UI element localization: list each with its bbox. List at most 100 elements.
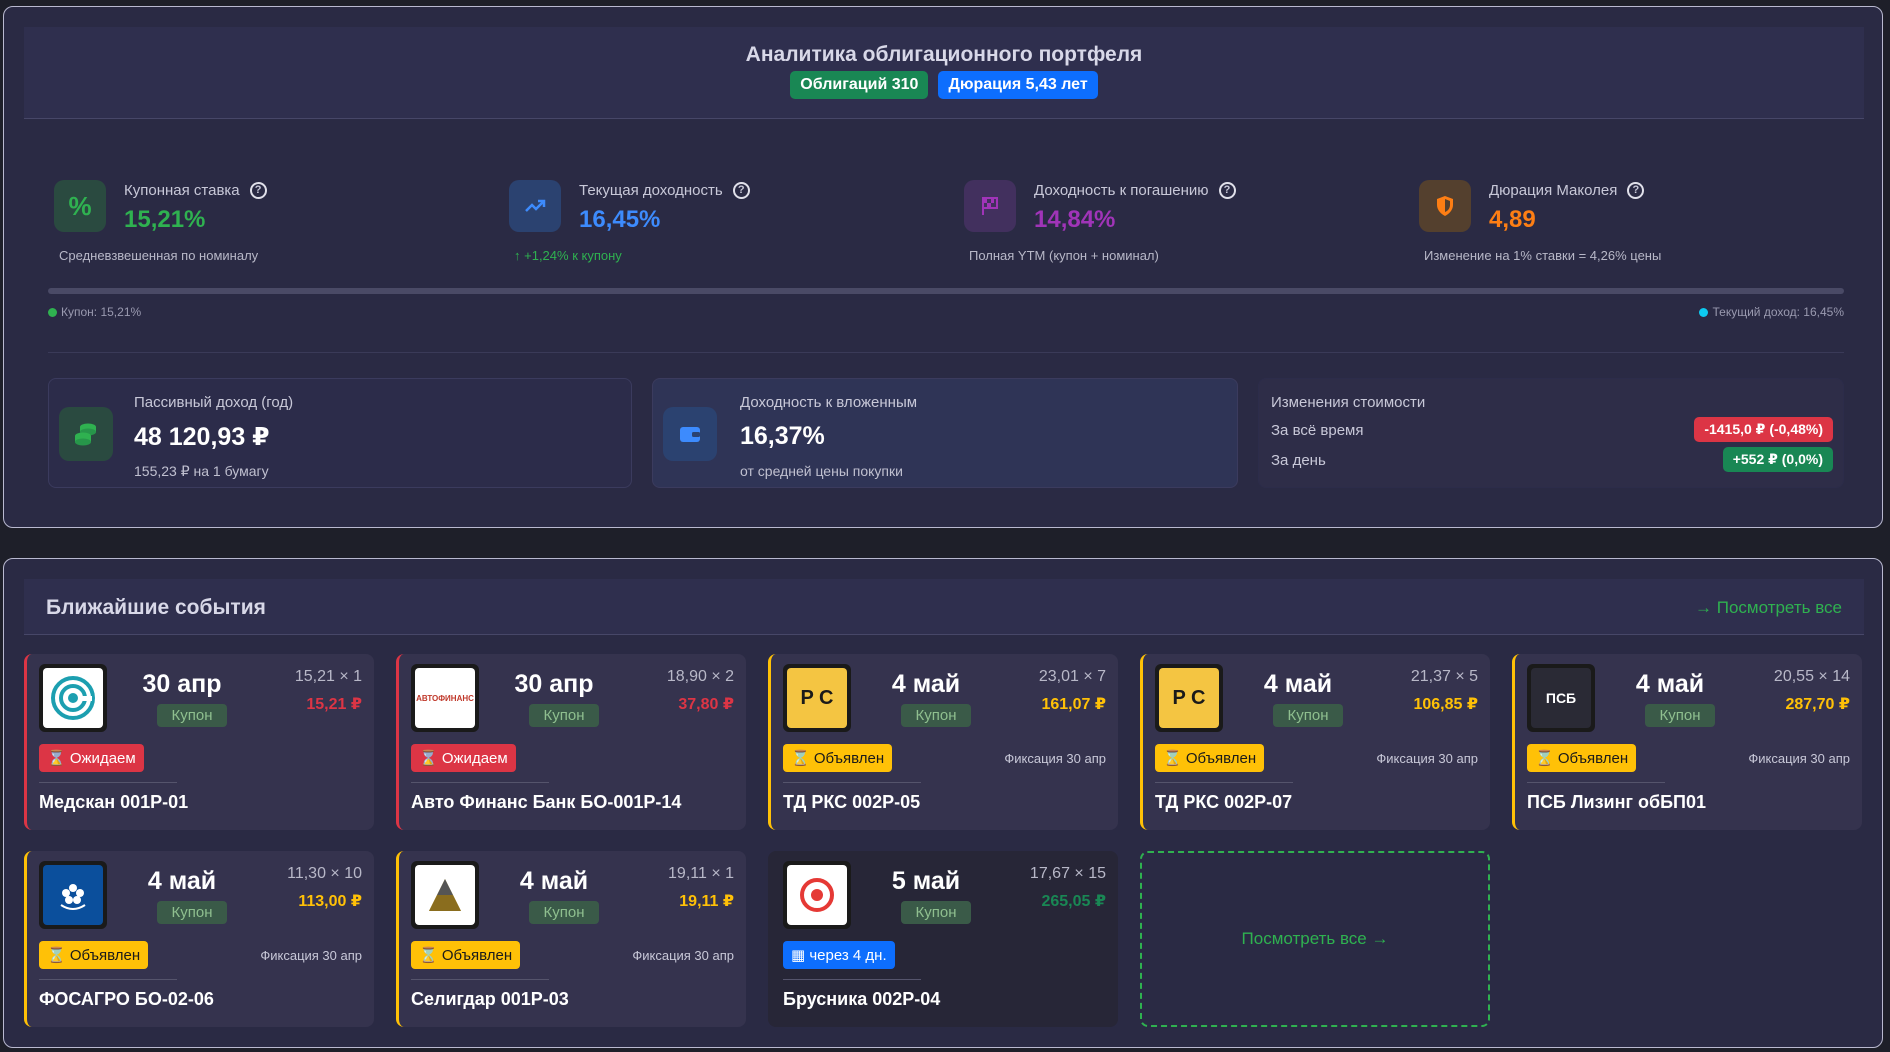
- value-changes-title: Изменения стоимости: [1271, 394, 1426, 411]
- invested-yield-card: Доходность к вложенным 16,37% от средней…: [652, 378, 1238, 488]
- event-card[interactable]: 4 май Купон 11,30 × 10 113,00 ₽ ⌛ Объявл…: [24, 851, 374, 1027]
- all-time-change-badge: -1415,0 ₽ (-0,48%): [1694, 417, 1833, 442]
- day-label: За день: [1271, 452, 1326, 469]
- value-changes-card: Изменения стоимости За всё время -1415,0…: [1258, 378, 1844, 488]
- event-amount: 265,05 ₽: [1041, 893, 1106, 910]
- metric-label: Доходность к погашению: [1034, 182, 1209, 199]
- event-fixation: Фиксация 30 апр: [1376, 751, 1478, 766]
- bonds-count-badge: Облигаций 310: [790, 71, 929, 99]
- event-amount: 106,85 ₽: [1413, 696, 1478, 713]
- event-bond-name: ТД РКС 002Р-05: [783, 792, 921, 812]
- event-qty: 21,37 × 5: [1410, 668, 1478, 685]
- event-card[interactable]: P C 4 май Купон 23,01 × 7 161,07 ₽ ⌛ Объ…: [768, 654, 1118, 830]
- metric-value: 15,21%: [124, 206, 206, 233]
- event-card[interactable]: 5 май Купон 17,67 × 15 265,05 ₽ ▦ через …: [768, 851, 1118, 1027]
- rks-logo: P C: [1155, 664, 1223, 732]
- hourglass-icon: ⌛: [47, 750, 66, 767]
- event-amount: 37,80 ₽: [678, 696, 734, 713]
- metric-value: 4,89: [1489, 206, 1536, 233]
- event-fixation: Фиксация 30 апр: [632, 948, 734, 963]
- hourglass-icon: ⌛: [419, 750, 438, 767]
- event-card[interactable]: P C 4 май Купон 21,37 × 5 106,85 ₽ ⌛ Объ…: [1140, 654, 1490, 830]
- medscan-logo: [39, 664, 107, 732]
- metric-sub: Полная YTM (купон + номинал): [969, 248, 1159, 263]
- metric-macaulay-duration: Дюрация Маколея? 4,89 Изменение на 1% ст…: [1419, 172, 1859, 272]
- event-date: 5 май: [891, 867, 961, 895]
- metric-label: Текущая доходность: [579, 182, 723, 199]
- event-bond-name: Медскан 001Р-01: [39, 792, 189, 812]
- duration-badge: Дюрация 5,43 лет: [938, 71, 1098, 99]
- hourglass-icon: ⌛: [1163, 750, 1182, 767]
- seligdar-logo: [411, 861, 479, 929]
- invested-yield-sub: от средней цены покупки: [740, 463, 903, 479]
- metric-value: 16,45%: [579, 206, 661, 233]
- event-qty: 20,55 × 14: [1773, 668, 1850, 685]
- status-badge: ⌛ Ожидаем: [39, 744, 144, 772]
- events-header: Ближайшие события → Посмотреть все: [24, 579, 1864, 635]
- event-fixation: Фиксация 30 апр: [1748, 751, 1850, 766]
- yield-progress-bar: [48, 288, 1844, 294]
- coins-icon: [59, 407, 113, 461]
- arrow-up-icon: ↑: [514, 248, 521, 263]
- event-date: 4 май: [519, 867, 589, 895]
- event-amount: 287,70 ₽: [1785, 696, 1850, 713]
- event-card[interactable]: ПСБ 4 май Купон 20,55 × 14 287,70 ₽ ⌛ Об…: [1512, 654, 1862, 830]
- brusnika-logo: [783, 861, 851, 929]
- hourglass-icon: ⌛: [1535, 750, 1554, 767]
- status-badge: ⌛ Объявлен: [1527, 744, 1637, 772]
- event-bond-name: Авто Финанс Банк БО-001Р-14: [411, 792, 682, 812]
- portfolio-title: Аналитика облигационного портфеля: [745, 43, 1143, 66]
- help-icon[interactable]: ?: [249, 182, 267, 199]
- event-qty: 15,21 × 1: [294, 668, 362, 685]
- status-badge: ⌛ Объявлен: [1155, 744, 1265, 772]
- event-bond-name: ТД РКС 002Р-07: [1155, 792, 1293, 812]
- event-card[interactable]: 30 апр Купон 15,21 × 1 15,21 ₽ ⌛ Ожидаем…: [24, 654, 374, 830]
- event-type: Купон: [157, 704, 227, 727]
- hourglass-icon: ⌛: [791, 750, 810, 767]
- invested-yield-value: 16,37%: [740, 422, 825, 450]
- help-icon[interactable]: ?: [732, 182, 750, 199]
- metric-current-yield: Текущая доходность? 16,45% ↑ +1,24% к ку…: [509, 172, 949, 272]
- portfolio-analytics-panel: Аналитика облигационного портфеля Облига…: [3, 6, 1883, 528]
- all-time-label: За всё время: [1271, 422, 1364, 439]
- event-qty: 18,90 × 2: [666, 668, 734, 685]
- help-icon[interactable]: ?: [1218, 182, 1236, 199]
- event-type: Купон: [1645, 704, 1715, 727]
- event-qty: 17,67 × 15: [1029, 865, 1106, 882]
- event-bond-name: ПСБ Лизинг обБП01: [1527, 792, 1706, 812]
- portfolio-header: Аналитика облигационного портфеля Облига…: [24, 27, 1864, 119]
- status-badge: ⌛ Ожидаем: [411, 744, 516, 772]
- event-bond-name: Селигдар 001Р-03: [411, 989, 569, 1009]
- event-qty: 23,01 × 7: [1038, 668, 1106, 685]
- event-type: Купон: [901, 901, 971, 924]
- metric-sub: Средневзвешенная по номиналу: [59, 248, 259, 263]
- metric-coupon-rate: % Купонная ставка? 15,21% Средневзвешенн…: [54, 172, 494, 272]
- event-date: 4 май: [1635, 670, 1705, 698]
- event-card[interactable]: 4 май Купон 19,11 × 1 19,11 ₽ ⌛ Объявлен…: [396, 851, 746, 1027]
- events-title: Ближайшие события: [46, 596, 266, 619]
- event-date: 4 май: [1263, 670, 1333, 698]
- view-all-card[interactable]: Посмотреть все →: [1140, 851, 1490, 1027]
- event-type: Купон: [901, 704, 971, 727]
- upcoming-events-panel: Ближайшие события → Посмотреть все 30 ап…: [3, 558, 1883, 1048]
- metric-sub: ↑ +1,24% к купону: [514, 248, 622, 263]
- view-all-link[interactable]: → Посмотреть все: [1695, 598, 1842, 617]
- event-date: 4 май: [147, 867, 217, 895]
- flag-icon: [964, 180, 1016, 232]
- passive-income-label: Пассивный доход (год): [134, 394, 294, 411]
- status-badge: ▦ через 4 дн.: [783, 941, 895, 969]
- event-qty: 11,30 × 10: [287, 865, 362, 882]
- progress-left-label: Купон: 15,21%: [48, 305, 141, 319]
- hourglass-icon: ⌛: [47, 947, 66, 964]
- help-icon[interactable]: ?: [1627, 182, 1645, 199]
- hourglass-icon: ⌛: [419, 947, 438, 964]
- phosagro-logo: [39, 861, 107, 929]
- event-type: Купон: [529, 901, 599, 924]
- shield-icon: [1419, 180, 1471, 232]
- event-card[interactable]: АВТОФИНАНС 30 апр Купон 18,90 × 2 37,80 …: [396, 654, 746, 830]
- wallet-icon: [663, 407, 717, 461]
- progress-right-label: Текущий доход: 16,45%: [1699, 305, 1844, 319]
- event-date: 30 апр: [514, 670, 594, 698]
- rks-logo: P C: [783, 664, 851, 732]
- event-amount: 15,21 ₽: [306, 696, 362, 713]
